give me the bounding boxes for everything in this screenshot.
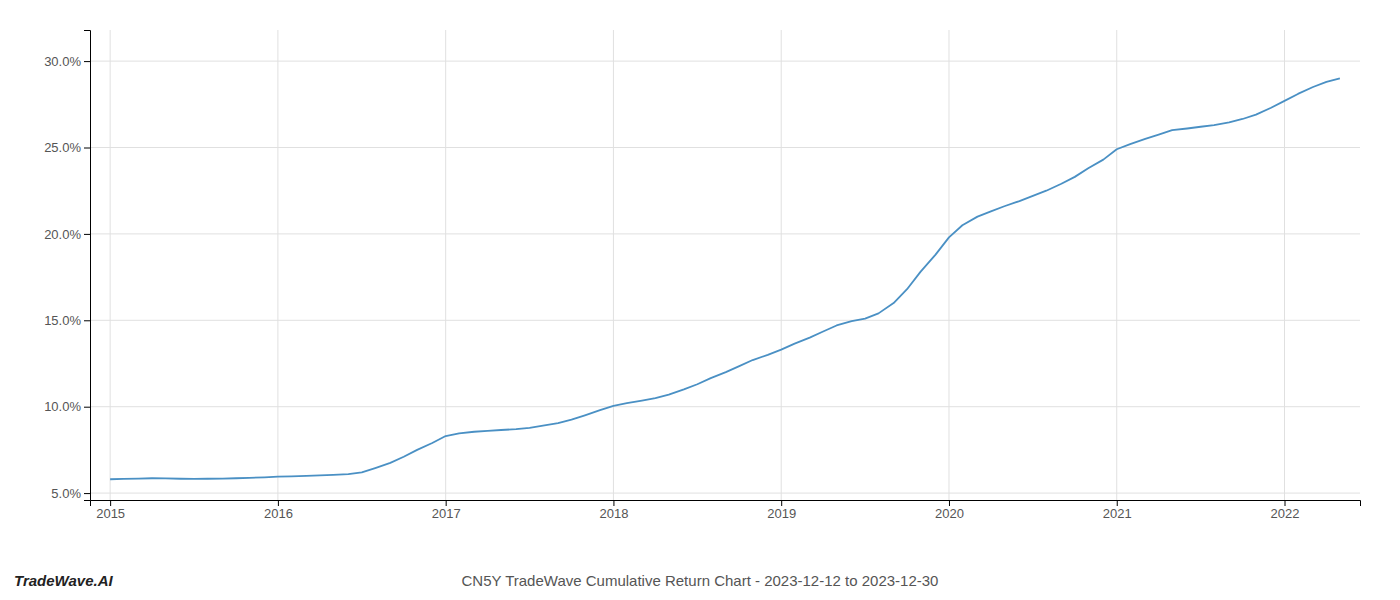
tick-mark (84, 407, 90, 408)
tick-mark (446, 500, 447, 506)
tick-label: 2016 (264, 506, 293, 521)
tick-label: 2017 (432, 506, 461, 521)
grid (90, 30, 1360, 500)
tick-mark (84, 61, 90, 62)
line (110, 78, 1340, 479)
grid-line (90, 320, 1360, 321)
tick-label: 2019 (767, 506, 796, 521)
tick: 2022 (1271, 500, 1300, 521)
tick: 2020 (935, 500, 964, 521)
tick: 15.0% (44, 313, 90, 328)
marks (110, 78, 1340, 479)
chart: 2015 2016 2017 2018 2019 2020 2021 2022 5.0% 10.0… (0, 0, 1400, 600)
tick-mark (613, 500, 614, 506)
tick-label: 15.0% (44, 313, 81, 328)
tick: 30.0% (44, 54, 90, 69)
tick-mark (84, 493, 90, 494)
tick: 2021 (1103, 500, 1132, 521)
tick: 5.0% (51, 486, 90, 501)
tick-label: 2020 (935, 506, 964, 521)
tick-mark (278, 500, 279, 506)
axis-line (91, 501, 1361, 507)
grid-line (613, 30, 614, 500)
tick-mark (781, 500, 782, 506)
grid-line (948, 30, 949, 500)
tick-mark (84, 148, 90, 149)
tick-label: 2015 (96, 506, 125, 521)
tick: 2016 (264, 500, 293, 521)
tick-mark (84, 234, 90, 235)
tick: 10.0% (44, 399, 90, 414)
tick-mark (1285, 500, 1286, 506)
plot: 2015 2016 2017 2018 2019 2020 2021 2022 5.0% 10.0… (44, 30, 1360, 521)
footer-left: TradeWave.AI (14, 572, 113, 589)
grid-line (277, 30, 278, 500)
tick-label: 2018 (599, 506, 628, 521)
tick: 2018 (599, 500, 628, 521)
tick-label: 25.0% (44, 140, 81, 155)
axis-line (84, 31, 91, 501)
tick: 2017 (432, 500, 461, 521)
tick-mark (949, 500, 950, 506)
tick-mark (84, 320, 90, 321)
tick: 20.0% (44, 227, 90, 242)
tick-mark (1117, 500, 1118, 506)
grid-line (110, 30, 111, 500)
tick-label: 5.0% (51, 486, 81, 501)
tick-label: 2022 (1271, 506, 1300, 521)
grid-line (90, 147, 1360, 148)
tick-mark (110, 500, 111, 506)
tick-label: 10.0% (44, 399, 81, 414)
tick-label: 2021 (1103, 506, 1132, 521)
background (0, 0, 1400, 600)
grid-line (90, 493, 1360, 494)
y-axis: 5.0% 10.0% 15.0% 20.0% 25.0% 30.0% (44, 31, 90, 501)
grid-line (90, 233, 1360, 234)
footer-right: CN5Y TradeWave Cumulative Return Chart -… (462, 572, 939, 589)
grid-line (90, 406, 1360, 407)
grid-line (445, 30, 446, 500)
tick-label: 30.0% (44, 54, 81, 69)
tick: 25.0% (44, 140, 90, 155)
grid-line (781, 30, 782, 500)
tick-label: 20.0% (44, 227, 81, 242)
tick: 2015 (96, 500, 125, 521)
tick: 2019 (767, 500, 796, 521)
x-axis: 2015 2016 2017 2018 2019 2020 2021 2022 (91, 500, 1361, 521)
grid-line (90, 61, 1360, 62)
grid-line (1116, 30, 1117, 500)
